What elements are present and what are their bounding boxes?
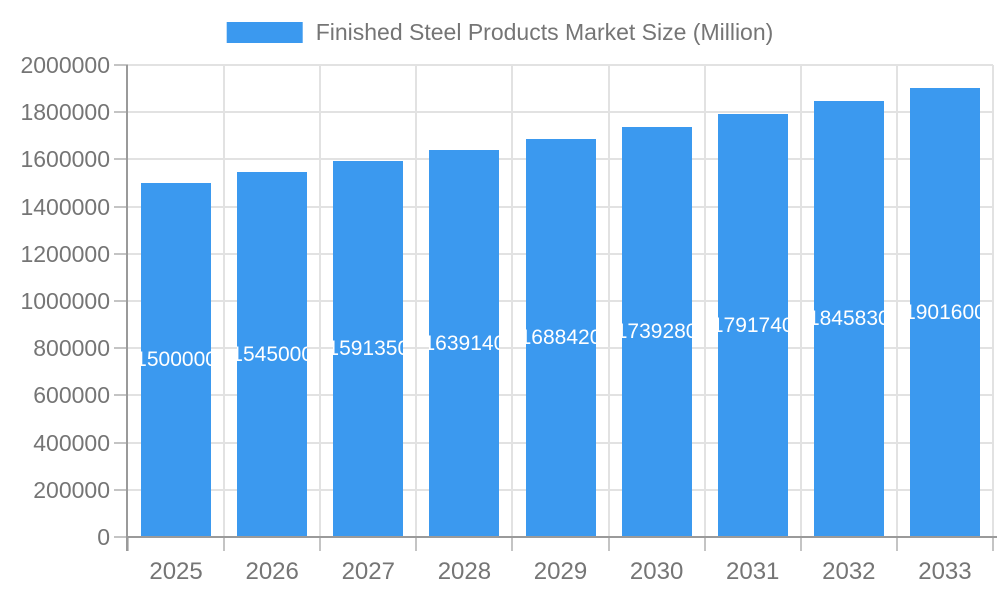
x-axis-tick <box>223 537 226 551</box>
y-axis-tick <box>114 64 128 66</box>
bar-2030: 1739280 <box>621 126 692 537</box>
gridline-vertical <box>799 65 802 537</box>
y-axis-tick <box>114 111 128 114</box>
x-axis-tick <box>992 537 994 551</box>
bar-value-label: 1739280 <box>622 319 692 343</box>
gridline-horizontal <box>128 64 993 66</box>
gridline-vertical <box>607 65 610 537</box>
x-axis-label: 2026 <box>245 558 299 585</box>
legend-label: Finished Steel Products Market Size (Mil… <box>315 19 774 45</box>
bar-2031: 1791740 <box>717 114 788 537</box>
bar-2027: 1591350 <box>333 161 404 537</box>
y-axis-tick <box>114 300 128 302</box>
gridline-vertical <box>703 65 706 537</box>
bar-2028: 1639140 <box>429 150 500 537</box>
bar-value-label: 1545000 <box>237 342 307 366</box>
y-axis-tick <box>114 347 128 350</box>
bar-2033: 1901600 <box>909 88 980 537</box>
bar-2029: 1688420 <box>525 138 596 537</box>
y-axis-label: 1400000 <box>20 193 110 220</box>
y-axis-label: 600000 <box>33 382 110 409</box>
y-axis-tick <box>114 205 128 208</box>
x-axis-tick <box>607 537 610 551</box>
bar-value-label: 1591350 <box>333 337 403 361</box>
y-axis-line <box>126 65 128 551</box>
y-axis-tick <box>114 441 128 444</box>
y-axis-label: 1600000 <box>20 146 110 173</box>
y-axis-label: 0 <box>97 524 110 550</box>
x-axis-tick <box>319 537 322 551</box>
bar-2025: 1500000 <box>141 183 212 537</box>
gridline-horizontal <box>128 111 993 114</box>
bar-2032: 1845830 <box>813 101 884 537</box>
x-axis-tick <box>127 537 129 551</box>
x-axis-tick <box>511 537 514 551</box>
bar-value-label: 1688420 <box>526 325 596 349</box>
x-axis-tick <box>415 537 418 551</box>
bar-2026: 1545000 <box>237 172 308 537</box>
y-axis-tick <box>114 536 128 538</box>
gridline-vertical <box>415 65 418 537</box>
y-axis-tick <box>114 394 128 397</box>
y-axis-label: 800000 <box>33 335 110 362</box>
chart-legend: Finished Steel Products Market Size (Mil… <box>226 19 774 46</box>
bar-value-label: 1901600 <box>910 300 980 324</box>
y-axis-label: 1000000 <box>20 288 110 314</box>
bar-value-label: 1791740 <box>718 313 788 337</box>
gridline-vertical <box>992 65 994 537</box>
gridline-vertical <box>223 65 226 537</box>
y-axis-label: 1200000 <box>20 240 110 267</box>
x-axis-label: 2025 <box>149 558 203 585</box>
y-axis-label: 200000 <box>33 476 110 503</box>
y-axis-tick <box>114 488 128 491</box>
gridline-vertical <box>319 65 322 537</box>
x-axis-label: 2028 <box>437 558 492 585</box>
y-axis-label: 400000 <box>33 429 110 456</box>
bar-value-label: 1845830 <box>814 307 884 331</box>
x-axis-label: 2027 <box>341 558 395 585</box>
y-axis-label: 2000000 <box>20 52 110 78</box>
gridline-vertical <box>895 65 898 537</box>
x-axis-tick <box>799 537 802 551</box>
x-axis-label: 2031 <box>726 558 780 585</box>
x-axis-label: 2033 <box>918 558 972 585</box>
y-axis-tick <box>114 252 128 255</box>
x-axis-label: 2029 <box>533 558 588 585</box>
y-axis-tick <box>114 158 128 161</box>
y-axis-label: 1800000 <box>20 99 110 126</box>
x-axis-line <box>126 536 997 538</box>
bar-value-label: 1639140 <box>429 331 499 355</box>
x-axis-label: 2032 <box>822 558 876 585</box>
x-axis-tick <box>703 537 706 551</box>
x-axis-label: 2030 <box>629 558 684 585</box>
x-axis-tick <box>895 537 898 551</box>
legend-swatch <box>226 22 303 43</box>
gridline-vertical <box>511 65 514 537</box>
bar-value-label: 1500000 <box>141 348 211 371</box>
